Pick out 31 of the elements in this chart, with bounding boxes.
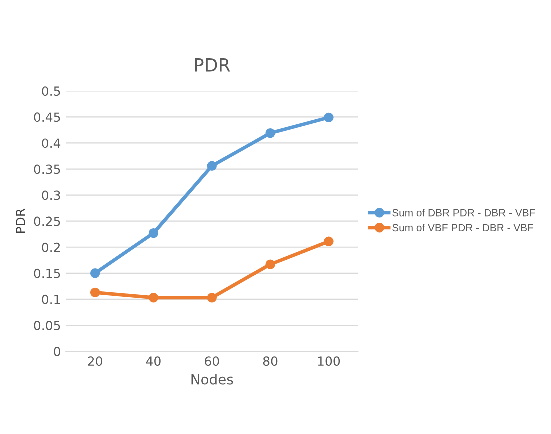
x-axis-title: Nodes — [192, 374, 234, 385]
y-tick-label: 0 — [54, 347, 60, 356]
legend-label: Sum of VBF PDR - DBR - VBF — [392, 224, 534, 232]
point — [324, 112, 334, 123]
y-tick-label: 0.5 — [42, 86, 60, 96]
y-tick-label: 0.3 — [42, 190, 60, 200]
point — [324, 236, 334, 247]
x-tick-label: 60 — [205, 356, 220, 366]
y-tick-label: 0.1 — [42, 294, 60, 304]
point — [148, 293, 159, 303]
point — [266, 128, 276, 138]
point — [207, 161, 217, 171]
point — [207, 293, 217, 303]
x-tick-label: 80 — [263, 356, 278, 366]
y-tick-label: 0.25 — [34, 216, 60, 226]
x-tick-label: 100 — [318, 356, 340, 366]
chart-title: PDR — [195, 58, 230, 72]
y-tick-label: 0.4 — [42, 138, 61, 148]
legend-label: Sum of DBR PDR - DBR - VBF — [392, 209, 536, 217]
point — [90, 268, 100, 278]
x-tick-label: 20 — [88, 356, 102, 366]
y-tick-label: 0.45 — [34, 112, 60, 122]
point — [90, 288, 100, 298]
point — [148, 228, 159, 238]
point — [266, 260, 276, 270]
x-tick-label: 40 — [146, 356, 161, 366]
y-axis-title: PDR — [16, 208, 26, 234]
y-tick-label: 0.35 — [34, 164, 60, 174]
y-tick-label: 0.2 — [42, 242, 60, 252]
y-tick-label: 0.15 — [34, 268, 60, 278]
y-tick-label: 0.05 — [34, 320, 60, 330]
